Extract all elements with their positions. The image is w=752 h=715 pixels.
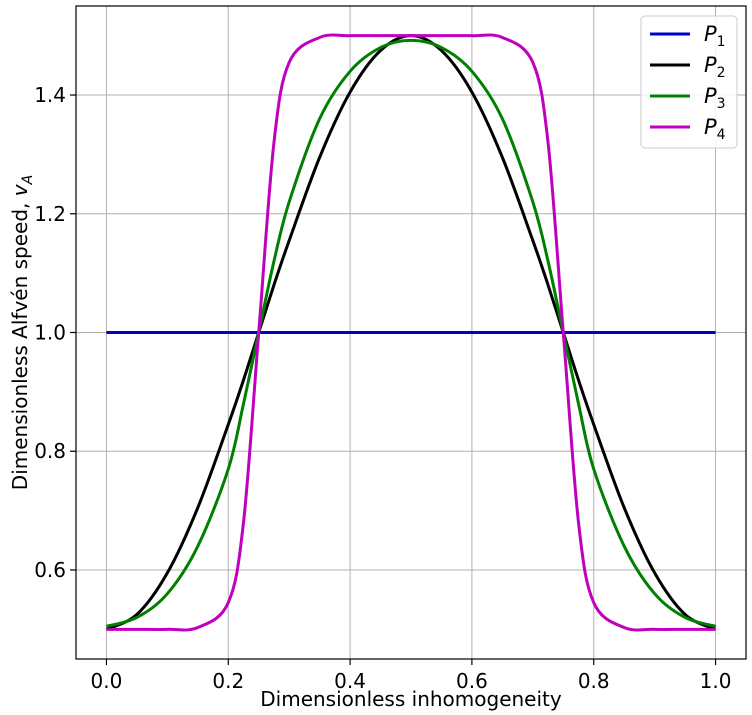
- legend-label-sub: 4: [717, 127, 726, 143]
- y-axis-label-var: v: [8, 183, 32, 196]
- legend-label: P1: [704, 22, 726, 50]
- series-line-P3: [106, 38, 716, 628]
- y-tick-label: 1.2: [34, 202, 66, 226]
- legend-label-name: P: [704, 22, 717, 46]
- series-lines: [105, 33, 717, 632]
- x-axis-label: Dimensionless inhomogeneity: [260, 687, 562, 711]
- legend-label: P2: [704, 53, 726, 81]
- y-axis-label-sub: A: [20, 175, 36, 186]
- y-tick-label: 1.4: [34, 83, 66, 107]
- series-line-P4: [106, 33, 716, 632]
- legend-label-sub: 1: [717, 34, 726, 50]
- legend-box: [640, 15, 738, 149]
- y-tick-label: 0.6: [34, 558, 66, 582]
- x-tick-label: 0.6: [456, 669, 488, 693]
- y-axis-label: Dimensionless Alfvén speed, vA: [8, 175, 36, 490]
- x-tick-label: 1.0: [700, 669, 732, 693]
- legend-label-sub: 2: [717, 65, 726, 81]
- legend-label-name: P: [704, 115, 717, 139]
- legend-label: P3: [704, 84, 726, 112]
- y-axis-label-main: Dimensionless Alfvén speed,: [8, 196, 32, 490]
- x-tick-label: 0.4: [334, 669, 366, 693]
- x-tick-label: 0.8: [578, 669, 610, 693]
- y-tick-label: 0.8: [34, 439, 66, 463]
- y-tick-label: 1.0: [34, 321, 66, 345]
- axis-ticks: 0.0 0.2 0.4 0.6 0.8 1.0 0.6 0.8 1.0 1.2 1.4: [34, 83, 731, 693]
- x-tick-label: 0.0: [91, 669, 123, 693]
- legend-label-sub: 3: [717, 96, 726, 112]
- legend-label-name: P: [704, 84, 717, 108]
- legend-label: P4: [704, 115, 726, 143]
- x-tick-label: 0.2: [212, 669, 244, 693]
- legend-label-name: P: [704, 53, 717, 77]
